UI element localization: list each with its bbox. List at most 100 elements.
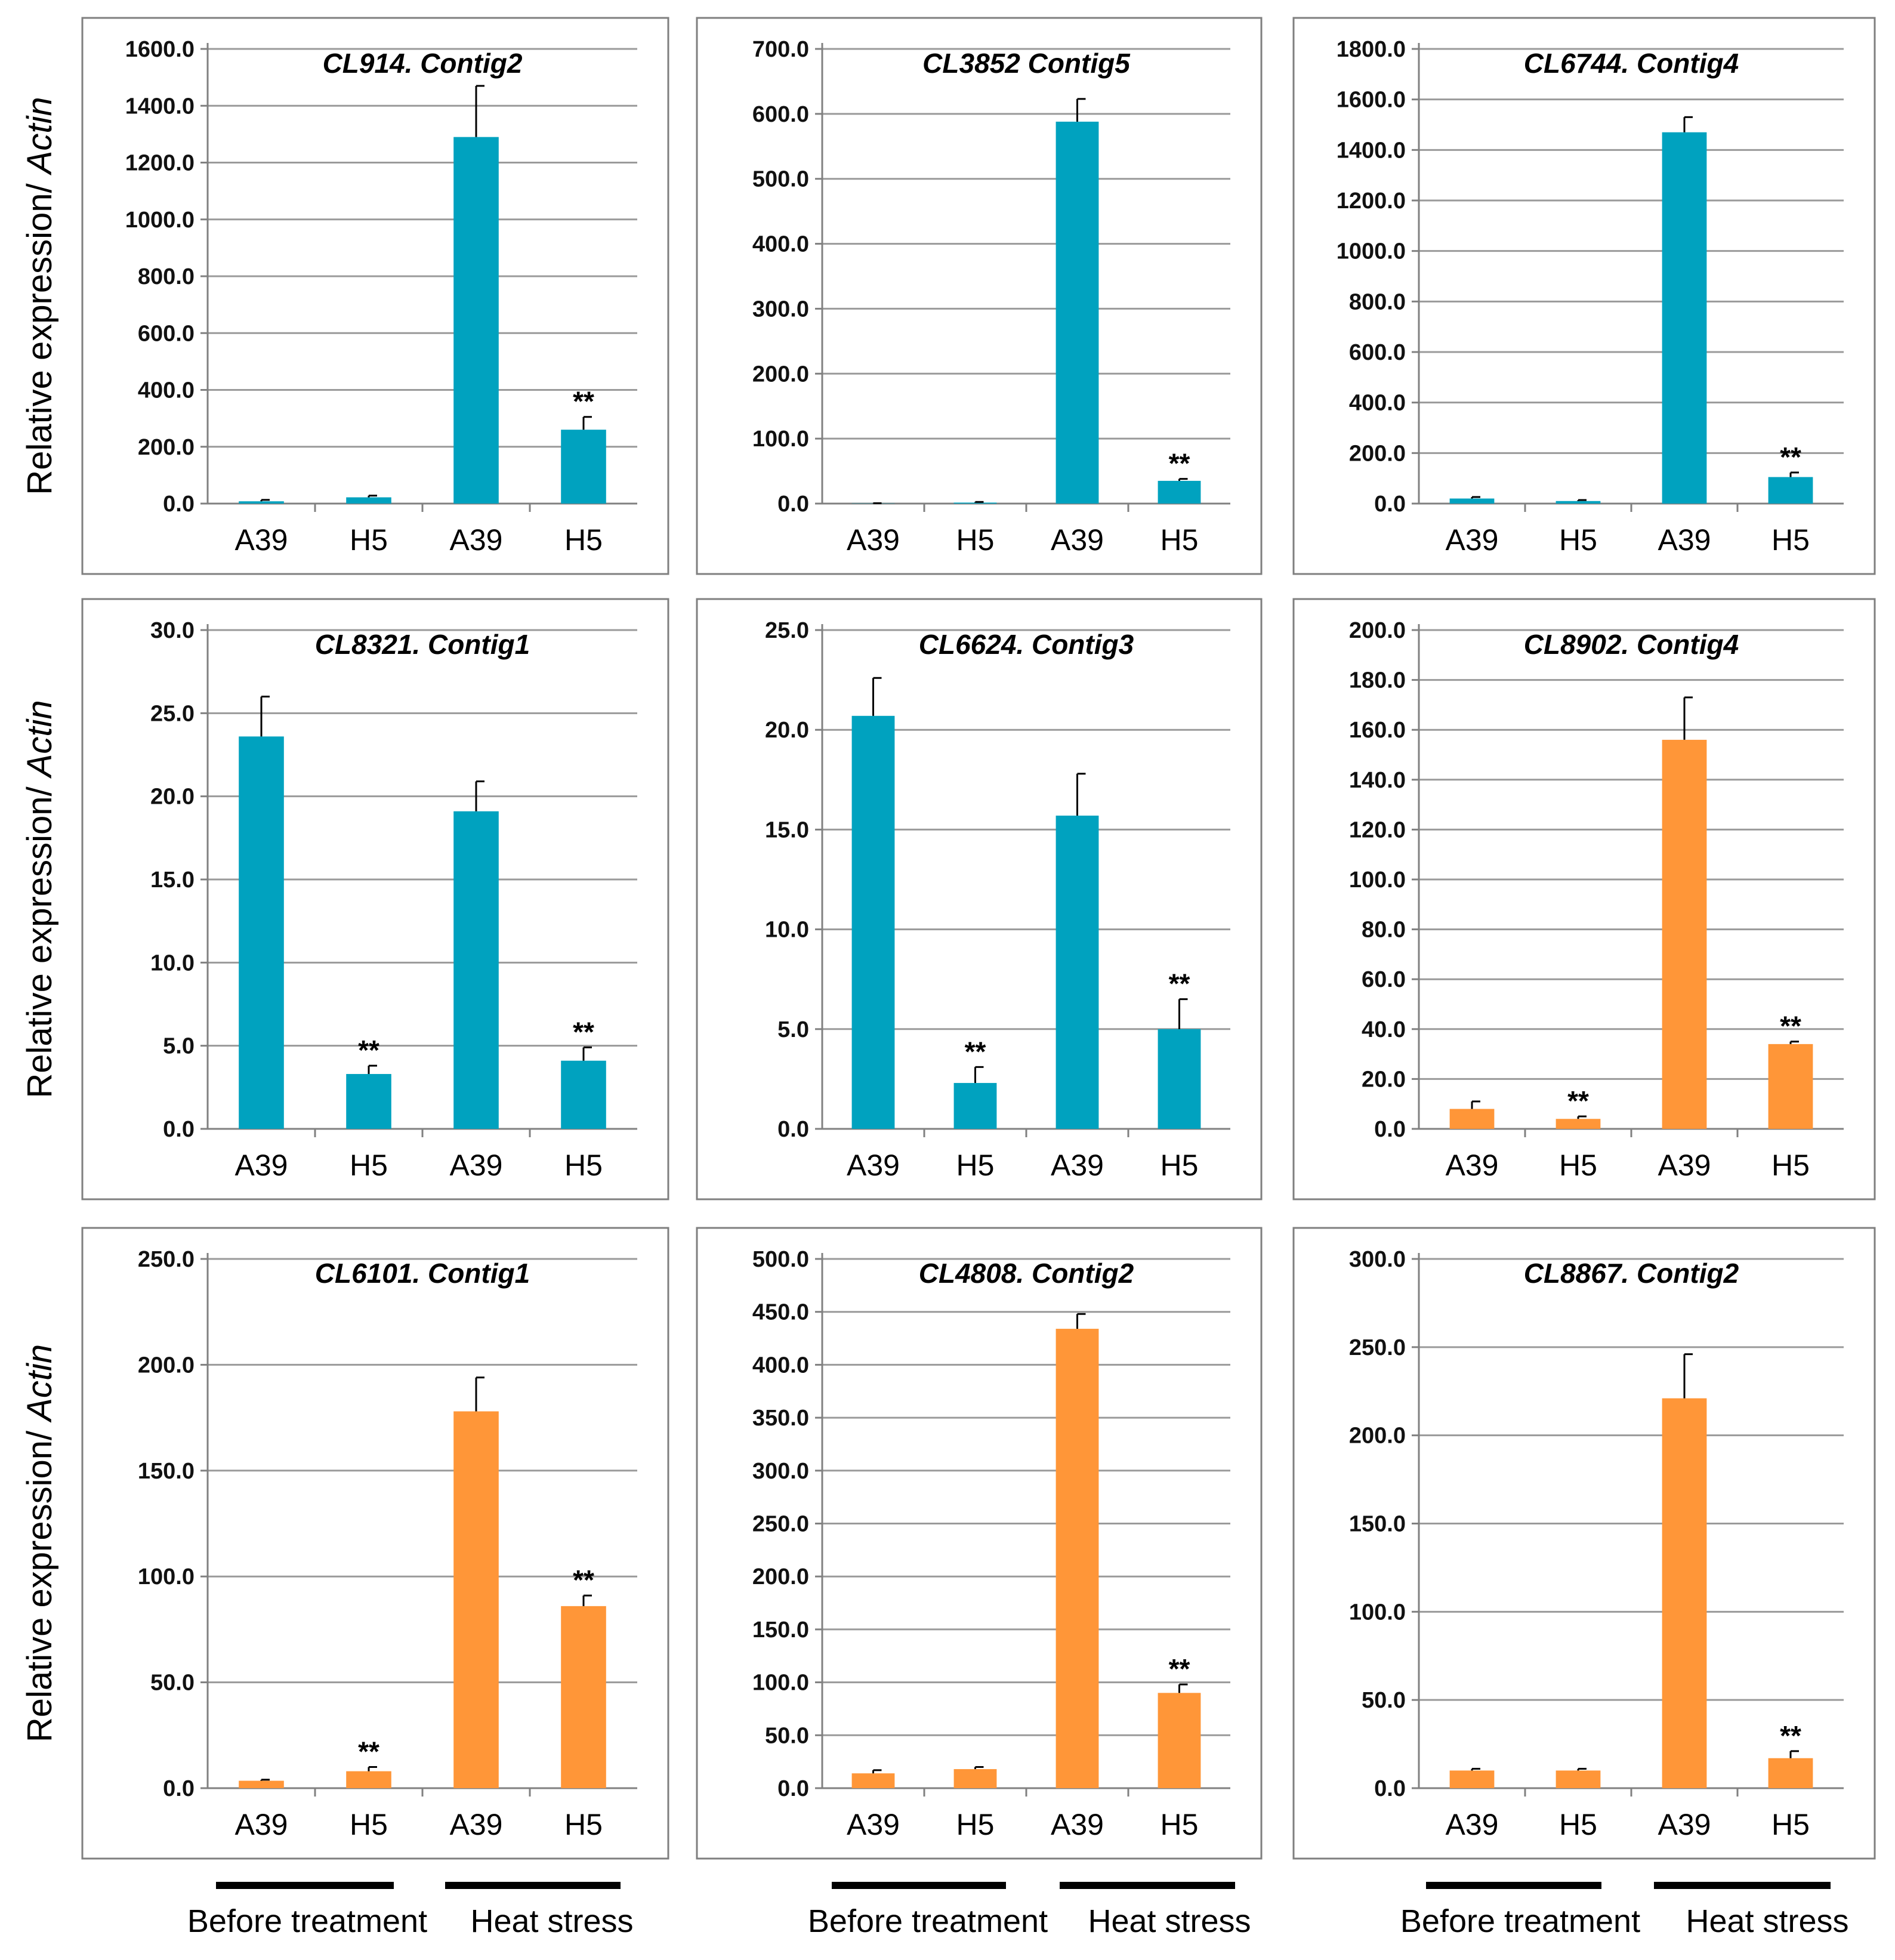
chart-title: CL6624. Contig3 xyxy=(919,629,1134,660)
category-label: A39 xyxy=(1658,1149,1711,1182)
category-label: H5 xyxy=(1161,1808,1199,1841)
category-label: A39 xyxy=(450,1808,503,1841)
y-tick-label: 100.0 xyxy=(1349,868,1406,893)
bar xyxy=(346,1074,391,1129)
category-label: A39 xyxy=(847,1808,900,1841)
category-label: H5 xyxy=(564,1808,603,1841)
chart-title: CL6744. Contig4 xyxy=(1524,48,1739,79)
significance-marker: ** xyxy=(358,1035,379,1066)
y-tick-label: 1600.0 xyxy=(1337,88,1406,113)
y-tick-label: 300.0 xyxy=(1349,1247,1406,1272)
y-tick-label: 400.0 xyxy=(752,232,809,257)
y-tick-label: 120.0 xyxy=(1349,817,1406,842)
significance-marker: ** xyxy=(1169,968,1190,999)
bar xyxy=(1555,1119,1601,1129)
y-tick-label: 10.0 xyxy=(765,918,809,943)
y-tick-label: 50.0 xyxy=(150,1671,195,1696)
bar xyxy=(1055,1329,1099,1788)
category-label: H5 xyxy=(1161,523,1199,557)
bar xyxy=(561,430,606,504)
group-label-heat: Heat stress xyxy=(470,1903,633,1939)
bar xyxy=(239,1780,284,1788)
significance-marker: ** xyxy=(1780,1011,1801,1042)
y-tick-label: 1200.0 xyxy=(125,151,195,176)
significance-marker: ** xyxy=(1780,442,1801,473)
category-label: A39 xyxy=(1446,1149,1499,1182)
y-tick-label: 400.0 xyxy=(138,378,195,403)
y-tick-label: 500.0 xyxy=(752,1247,809,1272)
y-tick-label: 1400.0 xyxy=(1337,138,1406,163)
y-tick-label: 0.0 xyxy=(1374,1117,1406,1142)
category-label: H5 xyxy=(1161,1149,1199,1182)
bar xyxy=(1662,739,1707,1129)
y-tick-label: 300.0 xyxy=(752,297,809,322)
chart-title: CL914. Contig2 xyxy=(323,48,523,79)
y-tick-label: 1400.0 xyxy=(125,94,195,119)
chart-panel-1: 0.0 200.0 400.0 600.0 800.0 1000.0 1200.0 1400.… xyxy=(81,17,669,575)
bar xyxy=(1055,121,1099,504)
category-label: H5 xyxy=(350,1149,388,1182)
significance-marker: ** xyxy=(1169,1653,1190,1684)
bar xyxy=(1768,1758,1813,1788)
category-label: H5 xyxy=(350,1808,388,1841)
y-tick-label: 160.0 xyxy=(1349,718,1406,743)
group-label-before: Before treatment xyxy=(187,1903,427,1939)
y-tick-label: 250.0 xyxy=(1349,1335,1406,1360)
y-tick-label: 20.0 xyxy=(765,718,809,743)
chart-panel-6: 0.0 20.0 40.0 60.0 80.0 100.0 120.0 140.0 160.0 1… xyxy=(1292,598,1876,1200)
significance-marker: ** xyxy=(573,386,594,417)
y-axis-title-prefix: Relative expression/ xyxy=(20,1421,59,1742)
category-label: A39 xyxy=(1051,523,1104,557)
y-tick-label: 200.0 xyxy=(752,1564,809,1589)
panel-frame xyxy=(1292,1227,1876,1860)
y-axis-title: Relative expression/ Actin xyxy=(20,97,59,495)
category-label: H5 xyxy=(1559,523,1597,557)
category-label: H5 xyxy=(1771,523,1810,557)
y-tick-label: 800.0 xyxy=(138,264,195,289)
significance-marker: ** xyxy=(965,1036,986,1067)
significance-marker: ** xyxy=(573,1016,594,1047)
category-label: H5 xyxy=(564,1149,603,1182)
y-tick-label: 0.0 xyxy=(163,1776,195,1801)
category-label: A39 xyxy=(847,1149,900,1182)
y-tick-label: 150.0 xyxy=(752,1618,809,1643)
category-label: A39 xyxy=(450,1149,503,1182)
bar xyxy=(1158,480,1201,504)
y-tick-label: 0.0 xyxy=(163,1117,195,1142)
y-axis-title: Relative expression/ Actin xyxy=(20,700,59,1098)
group-label-before: Before treatment xyxy=(1400,1903,1640,1939)
y-axis-title: Relative expression/ Actin xyxy=(20,1344,59,1742)
category-label: A39 xyxy=(235,1808,288,1841)
y-axis-title-italic: Actin xyxy=(20,700,59,779)
chart-panel-4: 0.0 5.0 10.0 15.0 20.0 25.0 30.0 CL8321. Contig… xyxy=(81,598,669,1200)
category-label: A39 xyxy=(847,523,900,557)
y-tick-label: 60.0 xyxy=(1362,967,1406,992)
y-tick-label: 5.0 xyxy=(163,1034,195,1059)
category-label: H5 xyxy=(1771,1149,1810,1182)
bar xyxy=(1662,1398,1707,1788)
chart-panel-5: 0.0 5.0 10.0 15.0 20.0 25.0 CL6624. Contig3 A39… xyxy=(696,598,1263,1200)
category-label: A39 xyxy=(1051,1808,1104,1841)
category-label: A39 xyxy=(1051,1149,1104,1182)
bar xyxy=(851,1773,895,1788)
bar xyxy=(346,1771,391,1788)
bar xyxy=(1158,1693,1201,1788)
y-tick-label: 0.0 xyxy=(777,1776,809,1801)
y-axis-title-italic: Actin xyxy=(20,1344,59,1423)
y-tick-label: 800.0 xyxy=(1349,289,1406,314)
y-tick-label: 100.0 xyxy=(752,1671,809,1696)
y-tick-label: 1000.0 xyxy=(1337,239,1406,264)
chart-panel-7: 0.0 50.0 100.0 150.0 200.0 250.0 CL6101. Conti… xyxy=(81,1227,669,1860)
bar xyxy=(1449,1770,1495,1788)
category-label: A39 xyxy=(1658,523,1711,557)
y-tick-label: 140.0 xyxy=(1349,768,1406,793)
y-tick-label: 200.0 xyxy=(138,435,195,460)
y-tick-label: 0.0 xyxy=(1374,492,1406,517)
category-label: A39 xyxy=(235,1149,288,1182)
category-label: H5 xyxy=(350,523,388,557)
y-tick-label: 300.0 xyxy=(752,1459,809,1484)
chart-title: CL8321. Contig1 xyxy=(315,629,530,660)
y-tick-label: 5.0 xyxy=(777,1017,809,1042)
significance-marker: ** xyxy=(1169,448,1190,479)
